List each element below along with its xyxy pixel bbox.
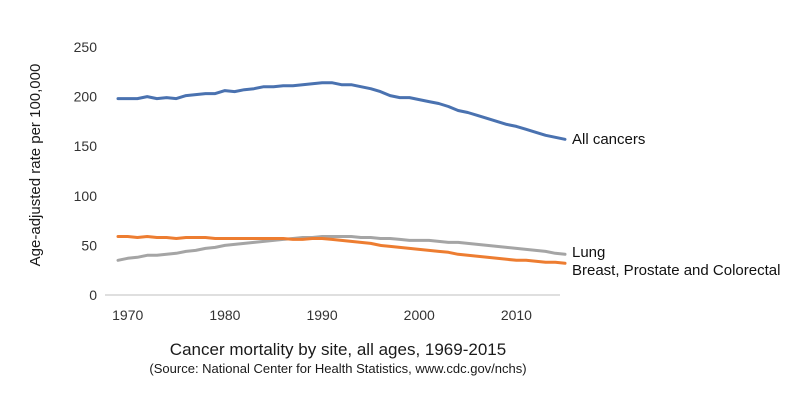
series-line-breast-prostate-and-colorectal xyxy=(116,235,567,265)
chart-title: Cancer mortality by site, all ages, 1969… xyxy=(170,340,506,359)
y-tick-label: 250 xyxy=(74,39,98,55)
y-tick-label: 0 xyxy=(89,287,97,303)
y-tick-label: 100 xyxy=(74,188,98,204)
x-tick-label: 1970 xyxy=(112,307,143,323)
y-axis-title: Age-adjusted rate per 100,000 xyxy=(27,64,44,267)
x-tick-label: 1980 xyxy=(209,307,240,323)
series-label-breast-prostate-and-colorectal: Breast, Prostate and Colorectal xyxy=(572,262,780,279)
series-lines xyxy=(116,81,567,265)
series-label-lung: Lung xyxy=(572,244,605,261)
series-label-all-cancers: All cancers xyxy=(572,131,645,148)
y-tick-label: 200 xyxy=(74,89,98,105)
y-tick-labels: 0 50 100 150 200 250 xyxy=(74,39,98,303)
chart-subtitle: (Source: National Center for Health Stat… xyxy=(149,361,526,376)
series-line-all-cancers xyxy=(116,81,567,141)
x-tick-label: 2000 xyxy=(404,307,435,323)
x-tick-labels: 1970 1980 1990 2000 2010 xyxy=(112,307,532,323)
y-tick-label: 50 xyxy=(81,237,97,253)
x-tick-label: 1990 xyxy=(306,307,337,323)
x-tick-label: 2010 xyxy=(501,307,532,323)
y-tick-label: 150 xyxy=(74,138,98,154)
series-line-lung xyxy=(116,235,567,262)
